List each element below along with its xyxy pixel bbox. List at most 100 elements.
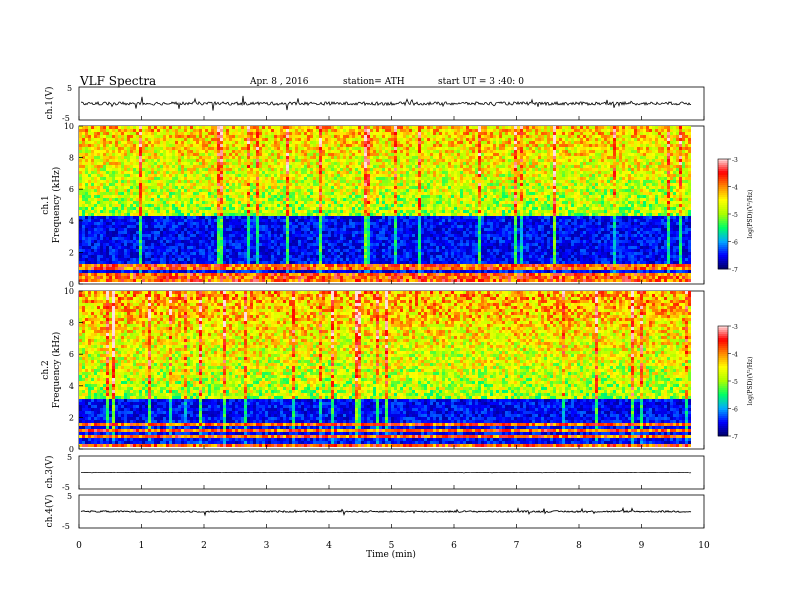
ch1-spectrogram-cell xyxy=(229,204,232,207)
ch1-spectrogram-cell xyxy=(151,222,154,225)
ch1-spectrogram-cell xyxy=(364,174,367,177)
ch1-spectrogram-cell xyxy=(259,240,262,243)
ch1-spectrogram-cell xyxy=(115,267,118,270)
ch1-spectrogram-cell xyxy=(178,207,181,210)
ch1-spectrogram-cell xyxy=(193,246,196,249)
ch1-spectrogram-cell xyxy=(112,156,115,159)
ch1-spectrogram-cell xyxy=(166,162,169,165)
ch1-spectrogram-cell xyxy=(121,192,124,195)
ch1-spectrogram-cell xyxy=(265,228,268,231)
ch1-spectrogram-cell xyxy=(244,177,247,180)
ch1-spectrogram-cell xyxy=(229,144,232,147)
ch1-spectrogram-cell xyxy=(358,126,361,129)
ch1-spectrogram-cell xyxy=(223,159,226,162)
ch1-spectrogram-cell xyxy=(178,171,181,174)
ch1-spectrogram-cell xyxy=(316,204,319,207)
ch1-spectrogram-cell xyxy=(241,237,244,240)
ch1-spectrogram-cell xyxy=(364,198,367,201)
ch1-spectrogram-cell xyxy=(280,240,283,243)
ch1-spectrogram-cell xyxy=(250,186,253,189)
ch1-spectrogram-cell xyxy=(364,237,367,240)
ch1-spectrogram-cell xyxy=(160,135,163,138)
ch1-spectrogram-cell xyxy=(253,213,256,216)
ch1-spectrogram-cell xyxy=(313,186,316,189)
ch1-spectrogram-cell xyxy=(316,240,319,243)
ch1-spectrogram-cell xyxy=(136,261,139,264)
ch1-spectrogram-cell xyxy=(157,141,160,144)
ch1-spectrogram-cell xyxy=(337,159,340,162)
ch1-spectrogram-cell xyxy=(196,258,199,261)
ch1-spectrogram-cell xyxy=(133,132,136,135)
ch1-spectrogram-cell xyxy=(307,261,310,264)
ch1-spectrogram-cell xyxy=(343,237,346,240)
ch1-spectrogram-cell xyxy=(214,267,217,270)
ch1-spectrogram-cell xyxy=(334,216,337,219)
ch1-spectrogram-cell xyxy=(94,237,97,240)
ch1-spectrogram-cell xyxy=(226,264,229,267)
ch1-spectrogram-cell xyxy=(169,252,172,255)
ch1-spectrogram-cell xyxy=(109,264,112,267)
ch1-spectrogram-cell xyxy=(265,255,268,258)
ch1-spectrogram-cell xyxy=(175,261,178,264)
ch1-spectrogram-cell xyxy=(151,186,154,189)
ch1-spectrogram-cell xyxy=(283,132,286,135)
ch1-spectrogram-cell xyxy=(232,201,235,204)
ch1-spectrogram-cell xyxy=(172,231,175,234)
ch1-spectrogram-cell xyxy=(265,264,268,267)
ch1-spectrogram-cell xyxy=(211,279,214,282)
ch1-spectrogram-cell xyxy=(127,126,130,129)
ch1-spectrogram-cell xyxy=(112,261,115,264)
ch1-spectrogram-cell xyxy=(280,144,283,147)
ch1-spectrogram-cell xyxy=(235,276,238,279)
ch1-spectrogram-cell xyxy=(310,147,313,150)
ch1-spectrogram-cell xyxy=(232,165,235,168)
ch1-spectrogram-cell xyxy=(193,177,196,180)
ch1-spectrogram-cell xyxy=(121,261,124,264)
ch1-spectrogram-cell xyxy=(118,195,121,198)
ch1-spectrogram-cell xyxy=(139,237,142,240)
ch1-spectrogram-cell xyxy=(274,150,277,153)
ch1-spectrogram-cell xyxy=(349,264,352,267)
ch1-spectrogram-cell xyxy=(139,243,142,246)
ch1-spectrogram-cell xyxy=(328,171,331,174)
ch1-spectrogram-cell xyxy=(217,225,220,228)
ch1-spectrogram-cell xyxy=(157,129,160,132)
ch1-spectrogram-cell xyxy=(262,147,265,150)
ch1-spectrogram-cell xyxy=(211,240,214,243)
ch1-spectrogram-cell xyxy=(268,186,271,189)
ch1-spectrogram-cell xyxy=(214,186,217,189)
ch1-spectrogram-cell xyxy=(148,219,151,222)
ch1-spectrogram-cell xyxy=(349,174,352,177)
ch1-spectrogram-cell xyxy=(85,195,88,198)
ch1-spectrogram-cell xyxy=(346,231,349,234)
ch1-spectrogram-cell xyxy=(250,183,253,186)
ch1-spectrogram-cell xyxy=(346,213,349,216)
ch1-spectrogram-cell xyxy=(142,198,145,201)
ch1-spectrogram-cell xyxy=(235,186,238,189)
ch1-spectrogram-cell xyxy=(277,189,280,192)
ch1-spectrogram-cell xyxy=(211,264,214,267)
ch1-spectrogram-cell xyxy=(85,147,88,150)
ch1-spectrogram-cell xyxy=(172,180,175,183)
ch1-spectrogram-cell xyxy=(361,240,364,243)
ch1-spectrogram-cell xyxy=(112,240,115,243)
ch1-spectrogram-cell xyxy=(181,183,184,186)
ch1-spectrogram-cell xyxy=(358,276,361,279)
ch1-spectrogram-cell xyxy=(118,183,121,186)
ch1-spectrogram-cell xyxy=(292,171,295,174)
ch1-spectrogram-cell xyxy=(208,156,211,159)
ch1-spectrogram-cell xyxy=(316,258,319,261)
ch1-spectrogram-cell xyxy=(247,219,250,222)
ch1-spectrogram-cell xyxy=(274,198,277,201)
ch1-spectrogram-cell xyxy=(115,183,118,186)
ch1-spectrogram-cell xyxy=(154,261,157,264)
ch1-spectrogram-cell xyxy=(124,234,127,237)
ch1-spectrogram-cell xyxy=(262,150,265,153)
ch1-spectrogram-cell xyxy=(136,144,139,147)
ch1-spectrogram-cell xyxy=(184,162,187,165)
ch1-spectrogram-cell xyxy=(199,219,202,222)
ch1-spectrogram-cell xyxy=(181,255,184,258)
ch1-spectrogram-cell xyxy=(88,126,91,129)
ch1-spectrogram-cell xyxy=(184,144,187,147)
ch1-spectrogram-cell xyxy=(115,135,118,138)
